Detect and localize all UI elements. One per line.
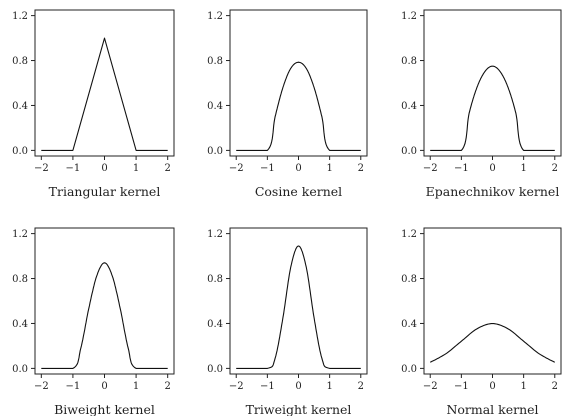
x-tick-label: 0: [489, 163, 495, 174]
y-tick-label: 0.8: [12, 56, 28, 67]
x-tick-label: −2: [423, 163, 438, 174]
plot-frame: [423, 227, 562, 375]
plot-frame: [229, 227, 368, 375]
y-tick-label: 1.2: [207, 229, 223, 240]
kernel-panel-normal: 0.0 0.4 0.8 1.2 −2 −1 0 1 2 Normal kernel: [401, 227, 562, 416]
y-tick-label: 0.0: [12, 364, 28, 375]
x-tick-label: 1: [133, 381, 139, 392]
plot-frame: [423, 9, 562, 157]
x-tick-label: −2: [229, 163, 244, 174]
x-tick-label: −2: [229, 381, 244, 392]
x-tick-label: −1: [454, 381, 469, 392]
x-tick-label: 1: [520, 163, 526, 174]
y-tick-label: 0.4: [401, 319, 417, 330]
x-tick-label: 0: [489, 381, 495, 392]
y-tick-label: 0.8: [207, 274, 223, 285]
y-tick-label: 1.2: [401, 11, 417, 22]
y-tick-label: 0.0: [401, 364, 417, 375]
y-tick-label: 0.0: [401, 146, 417, 157]
y-tick-label: 1.2: [12, 229, 28, 240]
kernel-panel-cosine: 0.0 0.4 0.8 1.2 −2 −1 0 1 2 Cosine kernel: [207, 9, 368, 199]
kernel-curve-triangular: [41, 37, 168, 151]
y-tick-label: 1.2: [207, 11, 223, 22]
y-tick-label: 1.2: [12, 11, 28, 22]
kernel-panel-epanechnikov: 0.0 0.4 0.8 1.2 −2 −1 0 1 2 Epanechnikov kernel: [401, 9, 562, 199]
x-tick-label: 0: [101, 381, 107, 392]
y-tick-label: 0.4: [401, 101, 417, 112]
x-tick-label: 0: [101, 163, 107, 174]
kernel-panel-triweight: 0.0 0.4 0.8 1.2 −2 −1 0 1 2 Triweight kernel: [207, 227, 368, 416]
x-tick-label: 1: [520, 381, 526, 392]
x-tick-label: −2: [34, 381, 49, 392]
kernel-curve-epanechnikov: [430, 65, 555, 151]
y-tick-label: 0.4: [207, 101, 223, 112]
x-tick-label: 2: [164, 381, 170, 392]
y-tick-label: 0.8: [207, 56, 223, 67]
x-tick-label: −2: [423, 381, 438, 392]
x-tick-label: −2: [34, 163, 49, 174]
kernel-curve-triweight: [236, 245, 361, 369]
x-tick-label: 2: [552, 163, 558, 174]
y-tick-label: 0.8: [12, 274, 28, 285]
x-tick-label: −1: [66, 163, 81, 174]
x-tick-label: 1: [326, 381, 332, 392]
x-tick-label: 1: [133, 163, 139, 174]
x-tick-label: −1: [454, 163, 469, 174]
panel-caption: Triangular kernel: [49, 184, 161, 199]
y-tick-label: 1.2: [401, 229, 417, 240]
kernel-curve-normal: [429, 323, 556, 363]
y-tick-label: 0.8: [401, 56, 417, 67]
panel-caption: Cosine kernel: [255, 184, 342, 199]
x-tick-label: −1: [66, 381, 81, 392]
x-tick-label: 2: [164, 163, 170, 174]
y-tick-label: 0.4: [12, 319, 28, 330]
x-tick-label: 2: [358, 381, 364, 392]
kernel-panel-biweight: 0.0 0.4 0.8 1.2 −2 −1 0 1 2 Biweight kernel: [12, 227, 175, 416]
panel-caption: Biweight kernel: [54, 402, 155, 416]
y-tick-label: 0.0: [12, 146, 28, 157]
y-tick-label: 0.4: [207, 319, 223, 330]
panel-caption: Triweight kernel: [246, 402, 352, 416]
x-tick-label: 0: [295, 381, 301, 392]
panel-caption: Normal kernel: [446, 402, 538, 416]
kernel-curve-biweight: [41, 262, 168, 369]
x-tick-label: 0: [295, 163, 301, 174]
y-tick-label: 0.8: [401, 274, 417, 285]
plot-frame: [34, 9, 175, 157]
x-tick-label: 1: [326, 163, 332, 174]
x-tick-label: −1: [260, 381, 275, 392]
kernel-curve-cosine: [236, 61, 361, 151]
plot-frame: [229, 9, 368, 157]
panel-caption: Epanechnikov kernel: [426, 184, 560, 199]
x-tick-label: −1: [260, 163, 275, 174]
x-tick-label: 2: [552, 381, 558, 392]
y-tick-label: 0.4: [12, 101, 28, 112]
plot-frame: [34, 227, 175, 375]
y-tick-label: 0.0: [207, 364, 223, 375]
y-tick-label: 0.0: [207, 146, 223, 157]
x-tick-label: 2: [358, 163, 364, 174]
